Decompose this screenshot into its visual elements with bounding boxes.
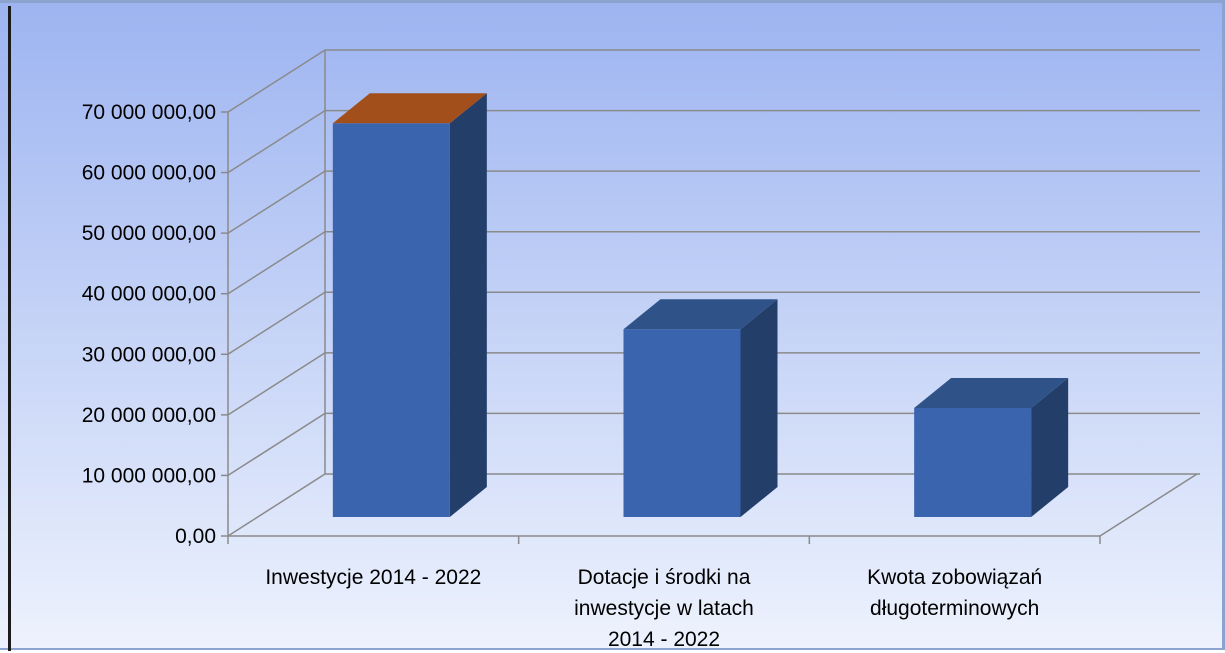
bar-top-face bbox=[914, 377, 1069, 408]
floor-right-edge bbox=[1099, 473, 1198, 537]
x-category-label: Dotacje i środki na inwestycje w latach 20… bbox=[574, 566, 754, 651]
bar-chart: 0,00 10 000 000,00 20 000 000,00 30 000 000… bbox=[82, 49, 1200, 651]
x-category-label: Inwestycje 2014 - 2022 bbox=[265, 566, 481, 589]
y-tick-label: 30 000 000,00 bbox=[82, 343, 216, 366]
y-tick-label: 70 000 000,00 bbox=[82, 101, 216, 124]
frame-left-rule bbox=[8, 6, 11, 651]
gridline-diagonal bbox=[227, 352, 326, 416]
y-tick-label: 50 000 000,00 bbox=[82, 222, 216, 245]
bar bbox=[914, 377, 1069, 517]
bar-front-face bbox=[332, 123, 450, 518]
x-category-label: Kwota zobowiązań długoterminowych bbox=[867, 566, 1042, 620]
y-tick-label: 40 000 000,00 bbox=[82, 283, 216, 306]
bar-top-face bbox=[623, 299, 778, 330]
gridline-diagonal bbox=[227, 109, 326, 174]
x-category-label-line: Inwestycje 2014 - 2022 bbox=[265, 566, 481, 589]
y-tick-label: 20 000 000,00 bbox=[82, 404, 216, 427]
x-category-label-line: 2014 - 2022 bbox=[608, 628, 720, 651]
bar-side-face bbox=[740, 299, 778, 517]
bar-front-face bbox=[914, 407, 1032, 517]
y-tick-label: 10 000 000,00 bbox=[82, 464, 216, 487]
y-axis-tick-labels: 0,00 10 000 000,00 20 000 000,00 30 000 000… bbox=[82, 101, 216, 548]
gridline-diagonal bbox=[227, 473, 326, 537]
bar-side-face bbox=[1031, 377, 1069, 517]
bar bbox=[332, 93, 487, 518]
x-category-label-line: długoterminowych bbox=[870, 597, 1039, 620]
gridline-diagonal bbox=[227, 49, 326, 113]
gridline-diagonal bbox=[227, 291, 326, 355]
x-category-label-line: inwestycje w latach bbox=[574, 597, 754, 620]
x-category-label-line: Dotacje i środki na bbox=[578, 566, 751, 589]
x-category-label-line: Kwota zobowiązań bbox=[867, 566, 1042, 589]
gridline-diagonal bbox=[227, 412, 326, 477]
x-axis-category-labels: Inwestycje 2014 - 2022 Dotacje i środki n… bbox=[265, 566, 1042, 651]
y-tick-label: 60 000 000,00 bbox=[82, 162, 216, 185]
bar bbox=[623, 299, 778, 517]
bar-top-face bbox=[332, 93, 487, 124]
gridline-diagonal bbox=[227, 170, 326, 234]
gridline-diagonal bbox=[227, 231, 326, 295]
bar-side-face bbox=[449, 93, 487, 518]
bars-layer bbox=[332, 93, 1069, 518]
y-tick-label: 0,00 bbox=[175, 525, 216, 548]
bar-front-face bbox=[623, 329, 741, 517]
